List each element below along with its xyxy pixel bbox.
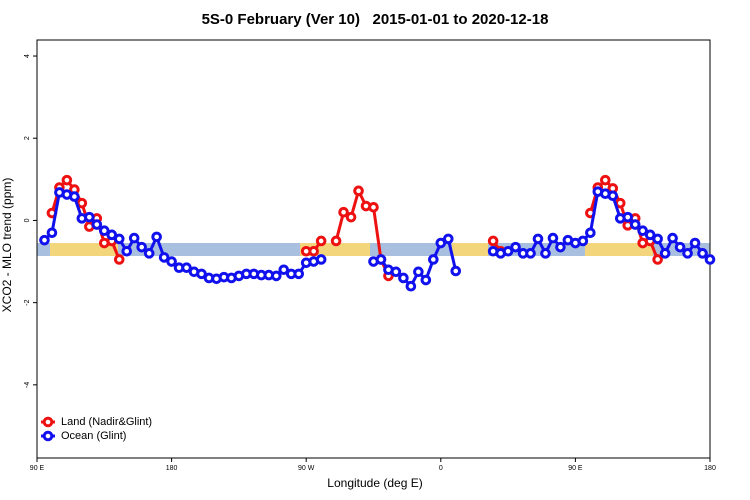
point [502, 245, 514, 257]
x-tick-label: 90 E [30, 465, 45, 472]
point [113, 254, 125, 265]
point [158, 252, 170, 263]
point [532, 233, 544, 245]
point [121, 245, 133, 257]
point [420, 274, 432, 286]
point [151, 231, 162, 243]
point [398, 272, 409, 284]
point [166, 256, 177, 267]
point [585, 227, 596, 239]
point [652, 254, 663, 265]
point [413, 266, 424, 278]
point [428, 254, 439, 265]
point [607, 190, 619, 202]
point [704, 254, 716, 265]
point [39, 234, 50, 246]
point [196, 268, 207, 280]
land-band [452, 243, 488, 256]
point [510, 241, 521, 253]
point [270, 270, 282, 282]
point [577, 235, 589, 247]
point [487, 235, 499, 247]
point [278, 264, 290, 276]
y-axis-label: XCO2 - MLO trend (ppm) [0, 178, 14, 313]
point [61, 174, 73, 186]
point [637, 225, 649, 237]
point [338, 206, 349, 218]
point [368, 201, 379, 213]
legend-label: Ocean (Glint) [61, 430, 126, 442]
point [435, 237, 447, 249]
point [622, 211, 634, 223]
point [659, 248, 671, 259]
legend-marker [42, 430, 54, 442]
y-tick-label: -2 [24, 299, 31, 305]
point [689, 237, 701, 249]
point [375, 254, 387, 265]
point [84, 211, 95, 223]
land-band [585, 243, 653, 256]
x-tick-label: 180 [166, 465, 178, 472]
y-tick-label: 0 [24, 218, 31, 222]
point [128, 232, 140, 244]
point [69, 191, 80, 202]
point [682, 248, 693, 259]
point [293, 268, 305, 280]
point [547, 232, 559, 244]
chart-title: 5S-0 February (Ver 10) 2015-01-01 to 202… [202, 11, 549, 28]
x-tick-label: 90 W [298, 465, 315, 472]
point [652, 233, 663, 245]
x-axis-label: Longitude (deg E) [327, 476, 422, 490]
point [390, 266, 402, 278]
point [540, 248, 551, 259]
x-tick-label: 0 [439, 465, 443, 472]
point [143, 248, 155, 259]
point [555, 241, 566, 253]
point [450, 265, 462, 277]
point [99, 225, 110, 237]
point [353, 185, 364, 197]
point [106, 229, 118, 241]
point [315, 254, 327, 265]
point [46, 227, 58, 239]
point [442, 233, 454, 245]
point [629, 219, 641, 230]
x-tick-label: 90 E [568, 465, 583, 472]
point [644, 229, 656, 241]
y-tick-label: 4 [24, 54, 31, 58]
legend-label: Land (Nadir&Glint) [61, 416, 152, 428]
plot-frame [36, 39, 711, 459]
point [525, 248, 536, 259]
point [315, 235, 327, 247]
point [308, 245, 319, 257]
point [405, 280, 417, 292]
point [674, 241, 686, 253]
point [345, 211, 357, 223]
point [667, 232, 678, 244]
legend-marker [42, 416, 54, 428]
point [330, 235, 342, 247]
point [91, 219, 103, 230]
point [113, 233, 125, 245]
point [136, 241, 147, 253]
y-tick-label: 2 [24, 136, 31, 140]
point [76, 197, 88, 209]
x-tick-label: 180 [704, 465, 716, 472]
y-tick-label: -4 [24, 382, 31, 388]
point [697, 248, 708, 259]
point [181, 262, 192, 274]
point [600, 174, 611, 186]
